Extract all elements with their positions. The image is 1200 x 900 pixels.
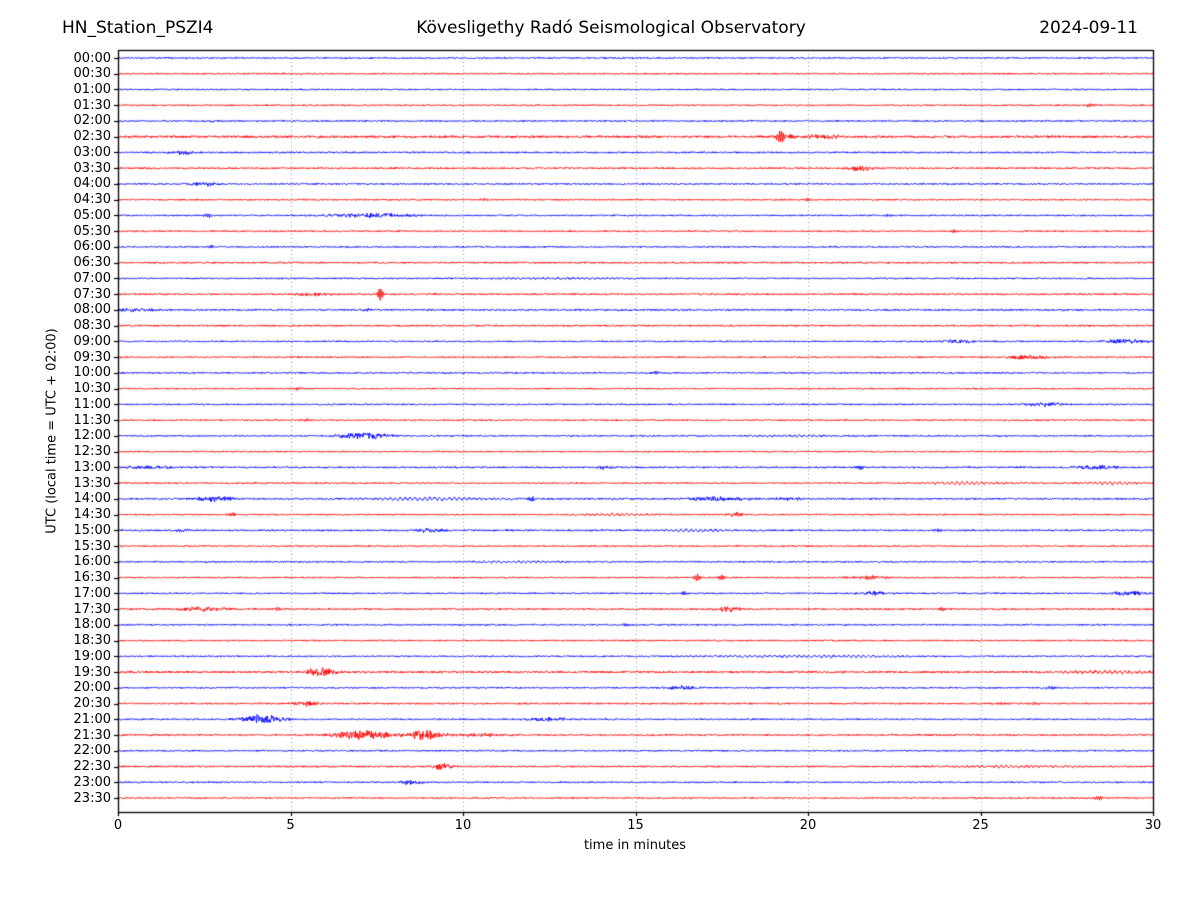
row-label-14:30: 14:30	[73, 507, 111, 523]
row-label-06:00: 06:00	[73, 239, 111, 255]
xtick-label-5: 5	[286, 818, 295, 833]
row-label-21:00: 21:00	[73, 711, 111, 727]
xtick-label-20: 20	[799, 818, 817, 833]
xtick-label-30: 30	[1144, 818, 1162, 833]
row-label-18:00: 18:00	[73, 617, 111, 633]
x-axis-label: time in minutes	[583, 838, 687, 853]
row-label-04:00: 04:00	[73, 176, 111, 192]
row-label-16:30: 16:30	[73, 570, 111, 586]
row-label-05:00: 05:00	[73, 207, 111, 223]
row-label-05:30: 05:30	[73, 223, 111, 239]
row-label-22:00: 22:00	[73, 743, 111, 759]
row-label-09:30: 09:30	[73, 349, 111, 365]
row-label-20:00: 20:00	[73, 680, 111, 696]
row-label-14:00: 14:00	[73, 491, 111, 507]
row-label-23:00: 23:00	[73, 774, 111, 790]
row-label-20:30: 20:30	[73, 696, 111, 712]
row-label-17:30: 17:30	[73, 601, 111, 617]
row-label-18:30: 18:30	[73, 633, 111, 649]
row-label-17:00: 17:00	[73, 585, 111, 601]
row-label-00:00: 00:00	[73, 50, 111, 66]
row-label-04:30: 04:30	[73, 192, 111, 208]
row-label-15:00: 15:00	[73, 522, 111, 538]
row-label-09:00: 09:00	[73, 333, 111, 349]
row-label-15:30: 15:30	[73, 538, 111, 554]
row-label-16:00: 16:00	[73, 554, 111, 570]
row-label-23:30: 23:30	[73, 790, 111, 806]
row-label-12:00: 12:00	[73, 428, 111, 444]
xtick-label-25: 25	[972, 818, 989, 833]
row-label-19:00: 19:00	[73, 648, 111, 664]
row-label-12:30: 12:30	[73, 444, 111, 460]
observatory-title: Kövesligethy Radó Seismological Observat…	[416, 18, 806, 38]
date-title: 2024-09-11	[1039, 18, 1138, 38]
row-label-03:30: 03:30	[73, 160, 111, 176]
row-label-07:30: 07:30	[73, 286, 111, 302]
row-label-11:30: 11:30	[73, 412, 111, 428]
y-axis-label: UTC (local time = UTC + 02:00)	[44, 328, 60, 534]
row-label-03:00: 03:00	[73, 144, 111, 160]
row-label-13:30: 13:30	[73, 475, 111, 491]
row-label-02:30: 02:30	[73, 129, 111, 145]
station-title: HN_Station_PSZI4	[62, 18, 214, 38]
row-label-06:30: 06:30	[73, 255, 111, 271]
row-label-02:00: 02:00	[73, 113, 111, 129]
row-label-00:30: 00:30	[73, 66, 111, 82]
row-label-19:30: 19:30	[73, 664, 111, 680]
row-label-10:30: 10:30	[73, 381, 111, 397]
row-label-11:00: 11:00	[73, 396, 111, 412]
xtick-label-10: 10	[454, 818, 472, 833]
row-label-01:30: 01:30	[73, 97, 111, 113]
xtick-label-15: 15	[627, 818, 644, 833]
row-label-01:00: 01:00	[73, 81, 111, 97]
row-label-22:30: 22:30	[73, 759, 111, 774]
row-label-13:00: 13:00	[73, 459, 111, 475]
xtick-label-0: 0	[113, 818, 123, 833]
row-label-08:30: 08:30	[73, 318, 111, 334]
row-label-10:00: 10:00	[73, 365, 111, 381]
row-label-07:00: 07:00	[73, 270, 111, 286]
row-label-08:00: 08:00	[73, 302, 111, 318]
row-label-21:30: 21:30	[73, 727, 111, 743]
